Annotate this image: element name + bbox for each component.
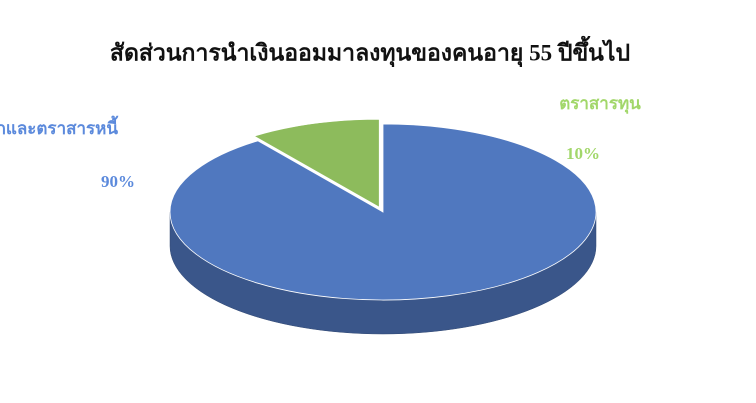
value-label: 10% [566, 144, 600, 163]
chart-title: สัดส่วนการนำเงินออมมาลงทุนของคนอายุ 55 ป… [110, 35, 630, 67]
slice-label: ตราสารทุน [559, 94, 641, 114]
value-label: 90% [101, 172, 135, 191]
pie-slice [253, 118, 380, 208]
slice-label: เงินฝากและตราสารหนี้ [0, 115, 118, 138]
slice-top [253, 118, 380, 208]
pie-slice [169, 123, 597, 335]
slice-top [169, 123, 597, 301]
